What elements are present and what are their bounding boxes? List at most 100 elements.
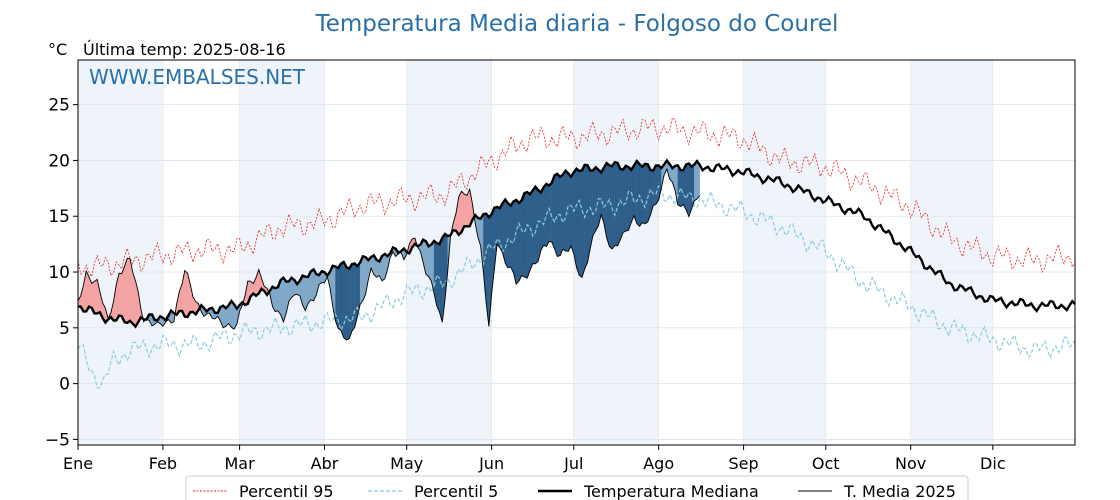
- month-bands: [78, 60, 993, 445]
- anomaly-fill: [568, 173, 572, 252]
- legend-label-t2025: T. Media 2025: [843, 482, 956, 500]
- anomaly-fill: [644, 163, 648, 225]
- legend-label-median: Temperatura Mediana: [583, 482, 759, 500]
- last-temp-label: Última temp: 2025-08-16: [83, 40, 286, 59]
- anomaly-fill: [518, 199, 522, 282]
- series-line-percentil-95: [77, 117, 1076, 278]
- legend-label-p5: Percentil 5: [414, 482, 498, 500]
- x-tick-label: Abr: [311, 454, 339, 473]
- unit-label: °C: [48, 40, 67, 59]
- anomaly-fill: [310, 269, 314, 301]
- anomaly-fill: [677, 164, 681, 207]
- anomaly-fill: [554, 173, 558, 257]
- anomaly-fill: [546, 183, 550, 247]
- anomaly-fill: [606, 162, 610, 247]
- anomaly-fill: [562, 170, 566, 252]
- series-line-t-media-2025: [77, 167, 701, 341]
- anomaly-fill: [505, 199, 509, 269]
- x-tick-label: Jul: [563, 454, 583, 473]
- anomaly-fill: [609, 165, 613, 250]
- y-tick-label: 20: [48, 151, 70, 171]
- anomaly-fill: [579, 170, 583, 278]
- anomaly-fill: [581, 164, 585, 278]
- anomaly-fill: [548, 182, 552, 243]
- x-tick-label: Mar: [225, 454, 256, 473]
- anomaly-fill: [694, 160, 698, 202]
- anomaly-fill: [343, 261, 347, 341]
- anomaly-fill: [540, 187, 544, 251]
- anomaly-fill: [127, 258, 131, 324]
- legend-box: [185, 475, 969, 500]
- anomaly-fill: [614, 162, 618, 247]
- series-line-percentil-5: [77, 184, 1076, 389]
- anomaly-fill: [464, 193, 468, 227]
- anomaly-fill: [576, 168, 580, 276]
- anomaly-fill: [362, 256, 366, 301]
- x-tick-label: Ago: [643, 454, 674, 473]
- x-tick-label: Oct: [812, 454, 840, 473]
- anomaly-fill: [647, 164, 651, 223]
- anomaly-fill: [696, 160, 700, 200]
- anomaly-fill: [510, 200, 514, 274]
- plot-frame: [77, 59, 1076, 446]
- anomaly-fill: [633, 160, 637, 224]
- anomaly-fill: [688, 163, 692, 217]
- x-tick-label: Jun: [478, 454, 504, 473]
- y-tick-label: 10: [48, 263, 70, 283]
- y-tick-label: 0: [59, 375, 70, 395]
- y-tick-label: −5: [45, 430, 70, 450]
- anomaly-fill: [685, 163, 689, 217]
- y-axis: −5 0 5 10 15 20 25: [45, 96, 78, 450]
- anomaly-fill: [124, 258, 128, 323]
- anomaly-fill: [587, 165, 591, 263]
- y-tick-label: 25: [48, 96, 70, 116]
- anomaly-fill: [565, 170, 569, 252]
- anomaly-fill: [620, 168, 624, 240]
- anomaly-fill: [507, 202, 511, 268]
- series-lines: [77, 117, 1076, 389]
- series-line-temperatura-mediana: [78, 158, 1076, 329]
- x-tick-label: May: [390, 454, 423, 473]
- x-tick-label: Ene: [63, 454, 93, 473]
- x-axis: Ene Feb Mar Abr May Jun Jul Ago Sep Oct Nov Dic: [63, 445, 1006, 473]
- anomaly-fill: [628, 166, 632, 231]
- chart-title: Temperatura Media diaria - Folgoso do Co…: [315, 11, 839, 37]
- anomaly-fill: [184, 270, 188, 318]
- anomaly-fill: [524, 191, 528, 279]
- anomaly-fill: [121, 266, 125, 323]
- anomaly-fill: [611, 161, 615, 250]
- anomaly-fill: [551, 175, 555, 249]
- anomaly-fill: [275, 286, 279, 312]
- month-band: [910, 60, 993, 445]
- legend-label-p95: Percentil 95: [239, 482, 334, 500]
- legend: Percentil 95 Percentil 5 Temperatura Media…: [185, 475, 969, 500]
- anomaly-fill: [570, 171, 574, 254]
- anomaly-fill: [349, 263, 353, 339]
- anomaly-fill: [592, 166, 596, 237]
- anomaly-fill: [622, 165, 626, 233]
- anomaly-fill: [527, 191, 531, 279]
- anomaly-fill: [94, 279, 98, 314]
- anomaly-fill: [516, 199, 520, 285]
- anomaly-fill: [513, 199, 517, 285]
- anomaly-fill: [521, 193, 525, 278]
- x-tick-label: Feb: [149, 454, 177, 473]
- y-tick-label: 5: [59, 319, 70, 339]
- anomaly-fill: [543, 183, 547, 247]
- anomaly-fill: [118, 273, 122, 317]
- anomaly-fill: [532, 186, 536, 264]
- watermark: WWW.EMBALSES.NET: [89, 65, 306, 89]
- y-tick-label: 15: [48, 207, 70, 227]
- anomaly-fill: [636, 160, 640, 227]
- anomaly-fill: [190, 284, 194, 313]
- x-tick-label: Sep: [729, 454, 759, 473]
- anomaly-fill: [428, 244, 432, 282]
- anomaly-fill: [573, 168, 577, 268]
- month-band: [78, 60, 163, 445]
- anomaly-fill: [680, 169, 684, 207]
- anomaly-fill: [351, 263, 355, 332]
- anomaly-fill: [655, 165, 659, 205]
- month-band: [743, 60, 826, 445]
- anomaly-fill: [346, 266, 350, 341]
